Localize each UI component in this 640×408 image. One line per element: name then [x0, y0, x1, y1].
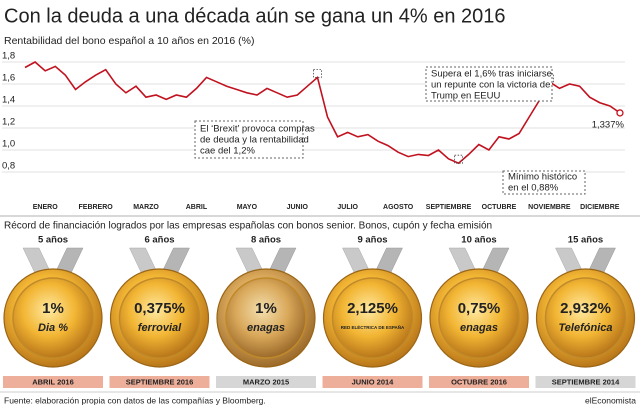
- medal-date: MARZO 2015: [243, 377, 289, 386]
- medal-years: 8 años: [251, 235, 281, 246]
- medal-years: 10 años: [461, 235, 496, 246]
- medal-date: OCTUBRE 2016: [451, 377, 507, 386]
- date-bar: [216, 376, 316, 388]
- medal-rate: 0,75%: [458, 300, 501, 317]
- annotation: El ‘Brexit’ provoca compras: [200, 124, 315, 135]
- annotation-box: [194, 120, 304, 159]
- date-bar: [109, 376, 210, 388]
- source: Fuente: elaboración propia con datos de …: [4, 395, 266, 405]
- x-tick-label: AGOSTO: [383, 204, 414, 211]
- highlight-box: [313, 69, 322, 78]
- medal-years: 5 años: [38, 235, 68, 246]
- medal-years: 6 años: [144, 235, 174, 246]
- medal-date: SEPTIEMBRE 2016: [126, 377, 194, 386]
- medal-ring: [438, 277, 520, 359]
- medal-rate: 1%: [42, 300, 64, 317]
- medals: 5 años 1% Dia % ABRIL 2016 6 años 0,375% ferro…: [3, 235, 636, 388]
- x-tick-label: ABRIL: [186, 204, 208, 211]
- end-point: [616, 109, 624, 117]
- y-tick-label: 1,0: [2, 139, 15, 150]
- date-bar: [535, 376, 636, 388]
- x-tick-label: ENERO: [33, 204, 58, 211]
- title: Con la deuda a una década aún se gana un…: [4, 5, 506, 27]
- medal-rate: 0,375%: [134, 300, 185, 317]
- annotation-box: [425, 66, 553, 102]
- annotation: Supera el 1,6% tras iniciarse: [431, 69, 552, 80]
- annotation: de deuda y la rentabilidad: [200, 135, 309, 146]
- medal-company: Telefónica: [559, 322, 613, 334]
- x-tick-label: MAYO: [237, 204, 258, 211]
- date-bar: [3, 376, 103, 388]
- annotation: Trump en EEUU: [431, 91, 500, 102]
- medal-years: 9 años: [357, 235, 387, 246]
- medal-company: RED ELÉCTRICA DE ESPAÑA: [341, 323, 405, 330]
- y-tick-label: 0,8: [2, 161, 15, 172]
- y-tick-label: 1,6: [2, 73, 15, 84]
- date-bar: [429, 376, 529, 388]
- medal-company: Dia %: [38, 322, 68, 334]
- line-chart: 0,8 1,0 1,2 1,4 1,6 1,8 ENERO FEBRERO MARZO ABRIL…: [2, 51, 625, 211]
- medal-ring: [118, 277, 201, 359]
- medal-company: ferrovial: [138, 322, 182, 334]
- medal-company: enagas: [247, 322, 285, 334]
- brand: elEconomista: [585, 395, 636, 405]
- x-tick-label: NOVIEMBRE: [528, 204, 571, 211]
- medal-company: enagas: [460, 322, 498, 334]
- x-tick-label: DICIEMBRE: [580, 204, 620, 211]
- y-tick-label: 1,8: [2, 51, 15, 62]
- medal-rate: 2,932%: [560, 300, 611, 317]
- x-tick-label: FEBRERO: [79, 204, 114, 211]
- medal-ring: [331, 277, 414, 359]
- line: [24, 61, 621, 165]
- x-tick-label: MARZO: [133, 204, 159, 211]
- medal-years: 15 años: [568, 235, 603, 246]
- medal-date: SEPTIEMBRE 2014: [552, 377, 620, 386]
- y-tick-label: 1,4: [2, 95, 15, 106]
- medal-date: JUNIO 2014: [352, 377, 395, 386]
- x-tick-label: SEPTIEMBRE: [426, 204, 472, 211]
- medal-ring: [12, 277, 94, 359]
- medal-rate: 2,125%: [347, 300, 398, 317]
- medal-date: ABRIL 2016: [32, 377, 74, 386]
- annotation: en el 0,88%: [508, 183, 559, 194]
- date-bar: [322, 376, 423, 388]
- medal-rate: 1%: [255, 300, 277, 317]
- annotation-box: [502, 170, 586, 195]
- y-tick-label: 1,2: [2, 117, 15, 128]
- annotation: Mínimo histórico: [508, 172, 577, 183]
- x-tick-label: OCTUBRE: [482, 204, 517, 211]
- highlight-box: [454, 154, 464, 164]
- x-tick-label: JULIO: [337, 204, 358, 211]
- value-label: 1,337%: [592, 119, 625, 130]
- annotation: cae del 1,2%: [200, 146, 255, 157]
- subtitle: Rentabilidad del bono español a 10 años …: [4, 35, 254, 47]
- records-heading: Récord de financiación logrados por las …: [4, 221, 492, 232]
- medal-ring: [225, 277, 307, 359]
- medal-ring: [544, 277, 627, 359]
- annotation: un repunte con la victoria de: [431, 80, 550, 91]
- x-tick-label: JUNIO: [287, 204, 309, 211]
